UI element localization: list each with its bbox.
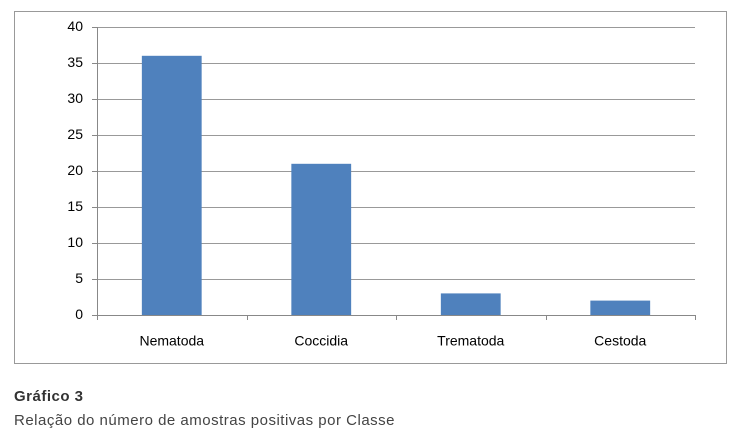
bar: [440, 293, 501, 315]
x-tick-label: Nematoda: [139, 333, 204, 349]
y-tick-label: 10: [67, 234, 83, 250]
y-tick-label: 25: [67, 126, 83, 142]
bar: [590, 300, 651, 315]
y-tick-label: 0: [75, 306, 83, 322]
y-tick-label: 35: [67, 54, 83, 70]
x-tick-label: Cestoda: [594, 333, 646, 349]
x-tick-label: Coccidia: [294, 333, 348, 349]
bar: [141, 55, 202, 316]
y-tick-label: 15: [67, 198, 83, 214]
bar: [291, 163, 352, 315]
x-tick-label: Trematoda: [437, 333, 504, 349]
y-tick-label: 30: [67, 90, 83, 106]
y-tick-label: 5: [75, 270, 83, 286]
figure-label: Gráfico 3: [14, 388, 84, 405]
y-tick-label: 40: [67, 18, 83, 34]
figure-caption: Relação do número de amostras positivas …: [14, 412, 395, 429]
y-tick-label: 20: [67, 162, 83, 178]
